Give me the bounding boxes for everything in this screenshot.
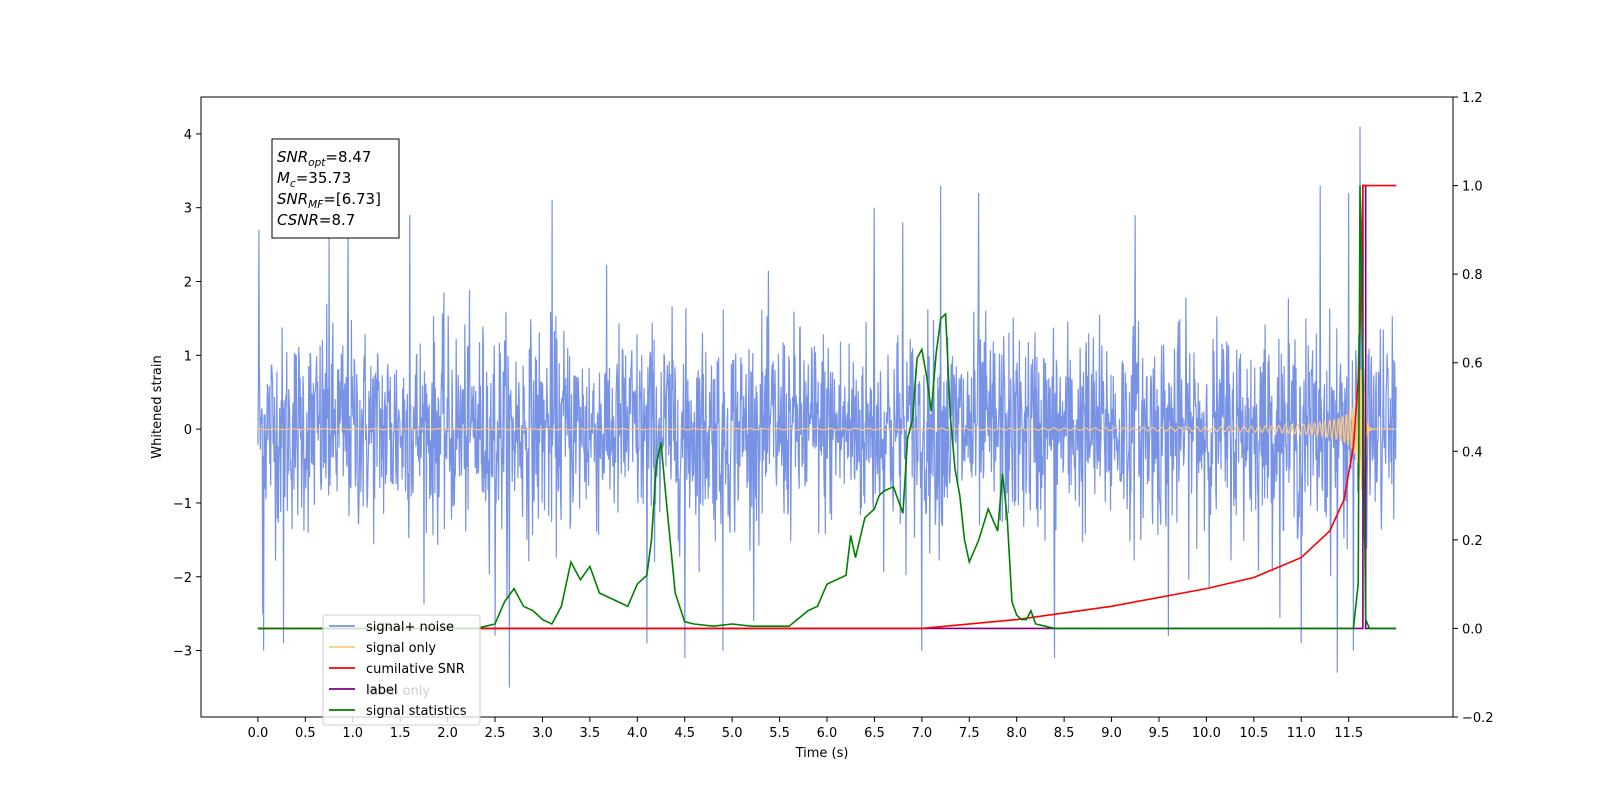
y2-tick-label: 0.0 [1462, 622, 1483, 637]
annotation-line: CSNR=8.7 [277, 211, 355, 229]
y-axis-left: 4 3 2 1 0 −1 −2 −3 [173, 128, 201, 660]
y-tick-label: 0 [184, 423, 192, 438]
y-tick-label: −1 [173, 497, 192, 512]
x-tick-label: 6.0 [817, 726, 838, 741]
legend-box [322, 614, 481, 726]
x-tick-label: 8.0 [1006, 726, 1027, 741]
legend: label only signal+ noise signal only cumil… [322, 614, 481, 726]
y-tick-label: 4 [184, 128, 192, 143]
x-tick-label: 11.0 [1287, 726, 1316, 741]
x-tick-label: 3.5 [580, 726, 601, 741]
y-tick-label: 1 [184, 349, 192, 364]
series-signal-statistics-line [257, 185, 1397, 630]
x-axis: 0.0 0.5 1.0 1.5 2.0 2.5 3.0 3.5 4.0 4.5 5.0 5.5 6.0 6… [248, 717, 1363, 741]
legend-label: signal only [366, 641, 436, 656]
annotation-line: Mc=35.73 [277, 169, 351, 190]
y2-tick-label: 0.6 [1462, 357, 1483, 372]
series-signal-only-line [257, 357, 1397, 491]
y-tick-label: −3 [173, 645, 192, 660]
series-layer [257, 126, 1397, 688]
x-tick-label: 3.0 [532, 726, 553, 741]
x-tick-label: 9.5 [1149, 726, 1170, 741]
y2-tick-label: 0.4 [1462, 445, 1483, 460]
annotation-line: SNRMF=[6.73] [277, 190, 381, 211]
x-tick-label: 10.5 [1239, 726, 1268, 741]
x-tick-label: 6.5 [864, 726, 885, 741]
x-tick-label: 7.0 [912, 726, 933, 741]
x-tick-label: 11.5 [1334, 726, 1363, 741]
x-tick-label: 10.0 [1192, 726, 1221, 741]
x-tick-label: 8.5 [1054, 726, 1075, 741]
x-tick-label: 1.0 [342, 726, 363, 741]
y2-tick-label: 0.8 [1462, 268, 1483, 283]
legend-label: signal statistics [366, 704, 467, 719]
y-axis-right: 1.2 1.0 0.8 0.6 0.4 0.2 0.0 −0.2 [1453, 91, 1494, 726]
x-tick-label: 7.5 [959, 726, 980, 741]
x-tick-label: 0.5 [295, 726, 316, 741]
y-axis-label: Whitened strain [150, 355, 165, 458]
y2-tick-label: −0.2 [1462, 711, 1494, 726]
legend-label: signal+ noise [366, 620, 454, 635]
y2-tick-label: 1.2 [1462, 91, 1483, 106]
x-tick-label: 2.0 [437, 726, 458, 741]
y2-tick-label: 1.0 [1462, 180, 1483, 195]
legend-label: label [366, 683, 397, 698]
legend-label: cumilative SNR [366, 662, 465, 677]
x-tick-label: 2.5 [485, 726, 506, 741]
legend-hidden-text: label only [367, 684, 430, 699]
y-tick-label: −2 [173, 571, 192, 586]
x-tick-label: 4.5 [674, 726, 695, 741]
y-tick-label: 3 [184, 202, 192, 217]
x-tick-label: 5.0 [722, 726, 743, 741]
y-tick-label: 2 [184, 276, 192, 291]
x-tick-label: 9.0 [1101, 726, 1122, 741]
series-cumulative-snr-line [257, 184, 1397, 630]
x-tick-label: 5.5 [769, 726, 790, 741]
x-axis-label: Time (s) [795, 746, 849, 761]
x-tick-label: 0.0 [248, 726, 269, 741]
series-signal-noise-line [257, 126, 1397, 688]
annotation-line: SNRopt=8.47 [277, 148, 371, 169]
y2-tick-label: 0.2 [1462, 534, 1483, 549]
annotation-box [271, 138, 400, 239]
x-tick-label: 4.0 [627, 726, 648, 741]
x-tick-label: 1.5 [390, 726, 411, 741]
